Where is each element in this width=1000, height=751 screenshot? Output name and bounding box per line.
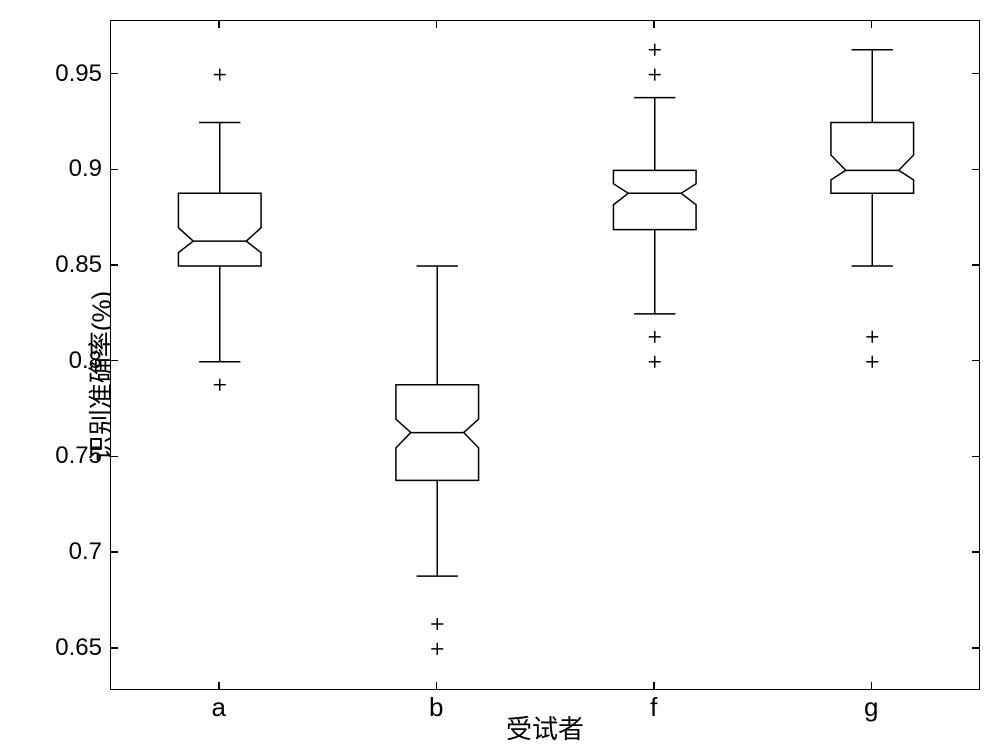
chart-container xyxy=(110,20,980,690)
x-tick-mark xyxy=(436,682,438,690)
y-tick-label: 0.7 xyxy=(69,538,102,566)
y-tick-mark xyxy=(972,73,980,75)
y-tick-label: 0.75 xyxy=(55,442,102,470)
x-tick-mark xyxy=(218,20,220,28)
box xyxy=(613,170,696,229)
y-tick-mark xyxy=(110,551,118,553)
y-tick-label: 0.65 xyxy=(55,634,102,662)
x-tick-mark xyxy=(218,682,220,690)
y-tick-label: 0.9 xyxy=(69,155,102,183)
y-tick-label: 0.95 xyxy=(55,60,102,88)
y-tick-label: 0.85 xyxy=(55,251,102,279)
boxplot-svg xyxy=(111,21,981,691)
x-tick-label: a xyxy=(212,692,226,723)
x-axis-label: 受试者 xyxy=(506,709,584,746)
box xyxy=(178,193,261,266)
y-tick-mark xyxy=(972,264,980,266)
y-tick-mark xyxy=(972,647,980,649)
y-tick-mark xyxy=(972,456,980,458)
y-tick-mark xyxy=(110,647,118,649)
plot-area xyxy=(110,20,980,690)
y-tick-mark xyxy=(110,360,118,362)
box xyxy=(831,122,914,193)
x-tick-label: b xyxy=(429,692,443,723)
y-tick-mark xyxy=(110,169,118,171)
y-tick-mark xyxy=(110,264,118,266)
y-tick-mark xyxy=(110,456,118,458)
x-tick-mark xyxy=(871,20,873,28)
y-tick-mark xyxy=(972,169,980,171)
y-tick-mark xyxy=(110,73,118,75)
x-tick-mark xyxy=(436,20,438,28)
x-tick-label: f xyxy=(650,692,657,723)
y-tick-mark xyxy=(972,360,980,362)
x-tick-label: g xyxy=(864,692,878,723)
y-tick-mark xyxy=(972,551,980,553)
y-tick-label: 0.8 xyxy=(69,347,102,375)
x-tick-mark xyxy=(653,682,655,690)
x-tick-mark xyxy=(653,20,655,28)
x-tick-mark xyxy=(871,682,873,690)
